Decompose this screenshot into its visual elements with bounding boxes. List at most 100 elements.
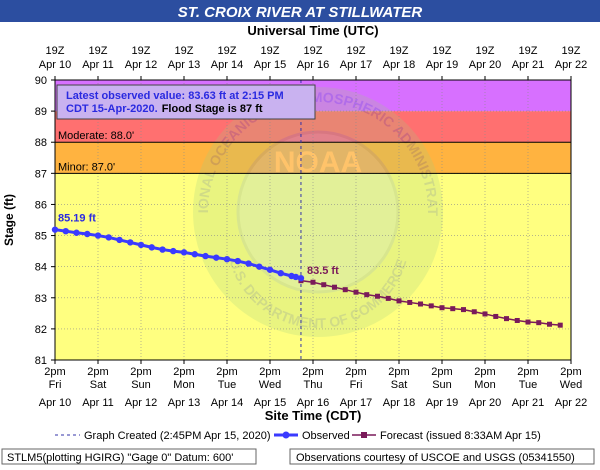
- forecast-point: [332, 284, 337, 290]
- top-tick-label: 19Z: [218, 45, 237, 57]
- observed-point: [84, 230, 91, 238]
- top-tick-label: 19Z: [89, 45, 108, 57]
- bottom-tick-label: Apr 15: [254, 397, 286, 409]
- current-value-label: 83.5 ft: [307, 265, 339, 277]
- y-axis-label: Stage (ft): [2, 194, 16, 246]
- y-tick-label: 87: [35, 168, 47, 180]
- observed-point: [148, 244, 155, 251]
- top-tick-label: Apr 21: [512, 59, 544, 71]
- forecast-point: [385, 295, 391, 301]
- bottom-tick-label: Apr 18: [383, 397, 415, 409]
- top-tick-label: 19Z: [476, 45, 495, 57]
- top-tick-label: Apr 15: [254, 59, 286, 71]
- observed-point: [191, 251, 198, 258]
- y-tick-label: 81: [35, 355, 47, 367]
- bottom-tick-label: Apr 11: [82, 397, 114, 409]
- top-tick-label: Apr 11: [82, 59, 114, 71]
- forecast-point: [482, 311, 488, 317]
- legend-forecast: Forecast (issued 8:33AM Apr 15): [380, 430, 541, 442]
- start-value-label: 85.19 ft: [58, 213, 96, 225]
- bottom-tick-label: 2pm: [388, 366, 409, 378]
- bottom-tick-label: 2pm: [216, 366, 237, 378]
- bottom-tick-label: Apr 10: [39, 397, 71, 409]
- x-axis-label: Site Time (CDT): [265, 408, 362, 423]
- bottom-tick-label: 2pm: [302, 366, 323, 378]
- bottom-tick-label: Apr 16: [297, 397, 329, 409]
- bottom-tick-label: Tue: [519, 379, 538, 391]
- flood-stage-text: Flood Stage is 87 ft: [162, 103, 263, 115]
- bottom-tick-label: Sat: [90, 379, 107, 391]
- observed-point: [245, 260, 252, 267]
- top-x-axis: 19Z Apr 10 19Z Apr 11 19Z Apr 12 19Z Apr 13 19Z A…: [39, 45, 587, 80]
- footer: STLM5(plotting HGIRG) "Gage 0" Datum: 60…: [1, 448, 595, 465]
- forecast-point: [375, 293, 380, 299]
- bottom-tick-label: Apr 21: [512, 397, 544, 409]
- y-tick-label: 85: [35, 231, 47, 243]
- bottom-tick-label: 2pm: [431, 366, 452, 378]
- y-tick-label: 84: [35, 262, 47, 274]
- observed-point: [223, 256, 231, 263]
- observed-point: [266, 266, 274, 273]
- title-bar: [0, 0, 600, 22]
- bottom-tick-label: Sat: [391, 379, 408, 391]
- top-tick-label: Apr 12: [125, 59, 157, 71]
- top-tick-label: 19Z: [132, 45, 151, 57]
- latest-observed-date: CDT 15-Apr-2020.: [66, 103, 158, 115]
- forecast-point: [407, 299, 413, 305]
- observed-point: [73, 229, 80, 236]
- legend-observed: Observed: [302, 430, 350, 442]
- stage-line-label: Moderate: 88.0': [58, 130, 134, 142]
- bottom-tick-label: 2pm: [44, 366, 65, 378]
- top-tick-label: 19Z: [261, 45, 280, 57]
- observed-point: [277, 270, 284, 277]
- forecast-point: [547, 321, 552, 327]
- observed-point: [159, 246, 166, 253]
- forecast-point: [536, 320, 542, 326]
- y-tick-label: 83: [35, 293, 47, 305]
- bottom-tick-label: 2pm: [474, 366, 495, 378]
- footer-datum: STLM5(plotting HGIRG) "Gage 0" Datum: 60…: [7, 452, 233, 464]
- chart-title: ST. CROIX RIVER AT STILLWATER: [178, 4, 423, 21]
- observed-point: [234, 257, 241, 265]
- y-tick-label: 82: [35, 324, 47, 336]
- bottom-tick-label: 2pm: [87, 366, 108, 378]
- observed-point: [137, 241, 145, 249]
- forecast-point: [514, 317, 520, 323]
- observed-point: [180, 249, 188, 256]
- bottom-tick-label: 2pm: [173, 366, 194, 378]
- bottom-tick-label: Apr 22: [555, 397, 587, 409]
- bottom-tick-label: Apr 20: [469, 397, 501, 409]
- latest-observed-box: Latest observed value: 83.63 ft at 2:15 …: [56, 84, 316, 120]
- forecast-point: [396, 298, 402, 304]
- grid-lines: Moderate: 88.0' Minor: 87.0': [55, 80, 571, 360]
- bottom-tick-label: Apr 14: [211, 397, 243, 409]
- top-tick-label: 19Z: [562, 45, 581, 57]
- watermark-noaa: NOAA: [274, 146, 362, 179]
- top-tick-label: Apr 17: [340, 59, 372, 71]
- top-tick-label: Apr 18: [383, 59, 415, 71]
- forecast-point: [310, 279, 316, 285]
- bottom-tick-label: 2pm: [259, 366, 280, 378]
- latest-observed-line1: Latest observed value: 83.63 ft at 2:15 …: [66, 90, 284, 102]
- top-tick-label: 19Z: [304, 45, 323, 57]
- bottom-tick-label: Sun: [131, 379, 151, 391]
- forecast-point: [493, 313, 499, 319]
- top-tick-label: 19Z: [433, 45, 452, 57]
- forecast-point: [353, 289, 359, 295]
- bottom-tick-label: 2pm: [345, 366, 366, 378]
- bottom-tick-label: Apr 12: [125, 397, 157, 409]
- bottom-tick-label: Apr 17: [340, 397, 372, 409]
- top-tick-label: 19Z: [390, 45, 409, 57]
- bottom-tick-label: Fri: [350, 379, 363, 391]
- top-tick-label: Apr 13: [168, 59, 200, 71]
- stage-line-label: Minor: 87.0': [58, 161, 115, 173]
- forecast-point: [450, 306, 456, 312]
- forecast-point: [364, 292, 370, 298]
- bottom-tick-label: Wed: [560, 379, 582, 391]
- forecast-point: [557, 322, 563, 328]
- observed-point: [127, 239, 134, 246]
- y-axis: 81 82 83 84 85 86 87 88 89 90: [35, 75, 55, 367]
- bottom-tick-label: Wed: [259, 379, 281, 391]
- forecast-point: [428, 303, 434, 309]
- top-tick-label: 19Z: [347, 45, 366, 57]
